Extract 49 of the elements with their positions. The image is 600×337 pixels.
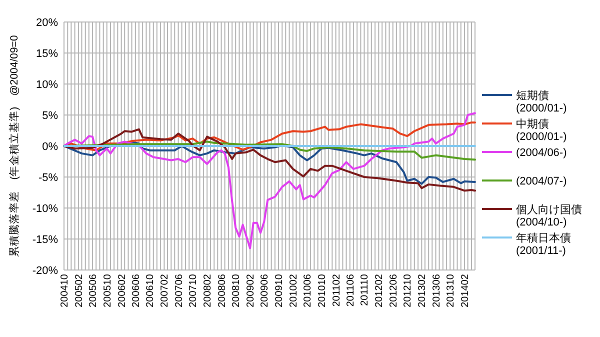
x-tick-label: 201310: [446, 274, 457, 308]
legend-label: (2004/07-): [516, 175, 567, 188]
x-tick-label: 201302: [417, 274, 428, 308]
y-tick-label: 5%: [42, 110, 58, 122]
x-tick-label: 201206: [388, 274, 400, 308]
x-tick-label: 201102: [331, 274, 342, 307]
y-tick-label: -15%: [32, 234, 58, 246]
y-tick-label: -5%: [38, 172, 58, 184]
x-tick-label: 201306: [431, 274, 442, 308]
x-tick-label: 200710: [188, 274, 200, 308]
x-tick-label: 200810: [231, 274, 242, 308]
y-tick-label: 20%: [36, 16, 58, 29]
x-tick-label: 201210: [402, 274, 414, 308]
x-tick-label: 201110: [360, 274, 371, 306]
x-tick-label: 200802: [202, 274, 214, 308]
x-tick-label: 200610: [145, 274, 156, 308]
legend-label: 個人向け国債 (2004/10-): [516, 204, 582, 228]
x-tick-label: 200602: [116, 274, 128, 308]
x-tick-label: 200510: [102, 274, 114, 308]
x-tick-label: 200502: [74, 274, 85, 308]
x-tick-label: 201002: [288, 274, 300, 308]
line-series: [63, 128, 476, 192]
y-axis-title: 累積騰落率差 (年金積立基準) @2004/09=0: [8, 35, 21, 257]
y-tick-label: 0%: [42, 140, 58, 153]
x-tick-label: 200506: [88, 274, 100, 308]
y-tick-label: 15%: [36, 48, 58, 60]
x-tick-label: 200410: [60, 274, 70, 308]
x-tick-label: 200702: [160, 274, 171, 308]
y-tick-label: -20%: [32, 264, 58, 277]
x-tick-label: 200902: [246, 274, 257, 308]
x-tick-label: 201010: [316, 274, 328, 308]
legend-label: 年積日本債 (2001/11-): [516, 231, 571, 257]
x-tick-label: 200910: [274, 274, 285, 308]
line-series: [63, 112, 476, 250]
line-series: [63, 141, 476, 185]
legend-label: (2004/06-): [516, 146, 567, 159]
y-tick-label: 10%: [36, 78, 58, 91]
x-tick-label: 201006: [302, 274, 314, 308]
legend-label: 中期債 (2000/01-): [516, 117, 567, 143]
x-tick-label: 201402: [460, 274, 472, 308]
x-tick-label: 201202: [374, 274, 386, 308]
y-tick-label: -10%: [32, 202, 58, 215]
legend-label: 短期債 (2000/01-): [516, 90, 567, 114]
x-tick-label: 200806: [216, 274, 228, 308]
x-tick-label: 201106: [345, 274, 356, 307]
x-tick-label: 200606: [130, 274, 142, 308]
x-tick-label: 200706: [174, 274, 185, 308]
x-tick-label: 200906: [260, 274, 271, 308]
line-series: [63, 140, 476, 161]
